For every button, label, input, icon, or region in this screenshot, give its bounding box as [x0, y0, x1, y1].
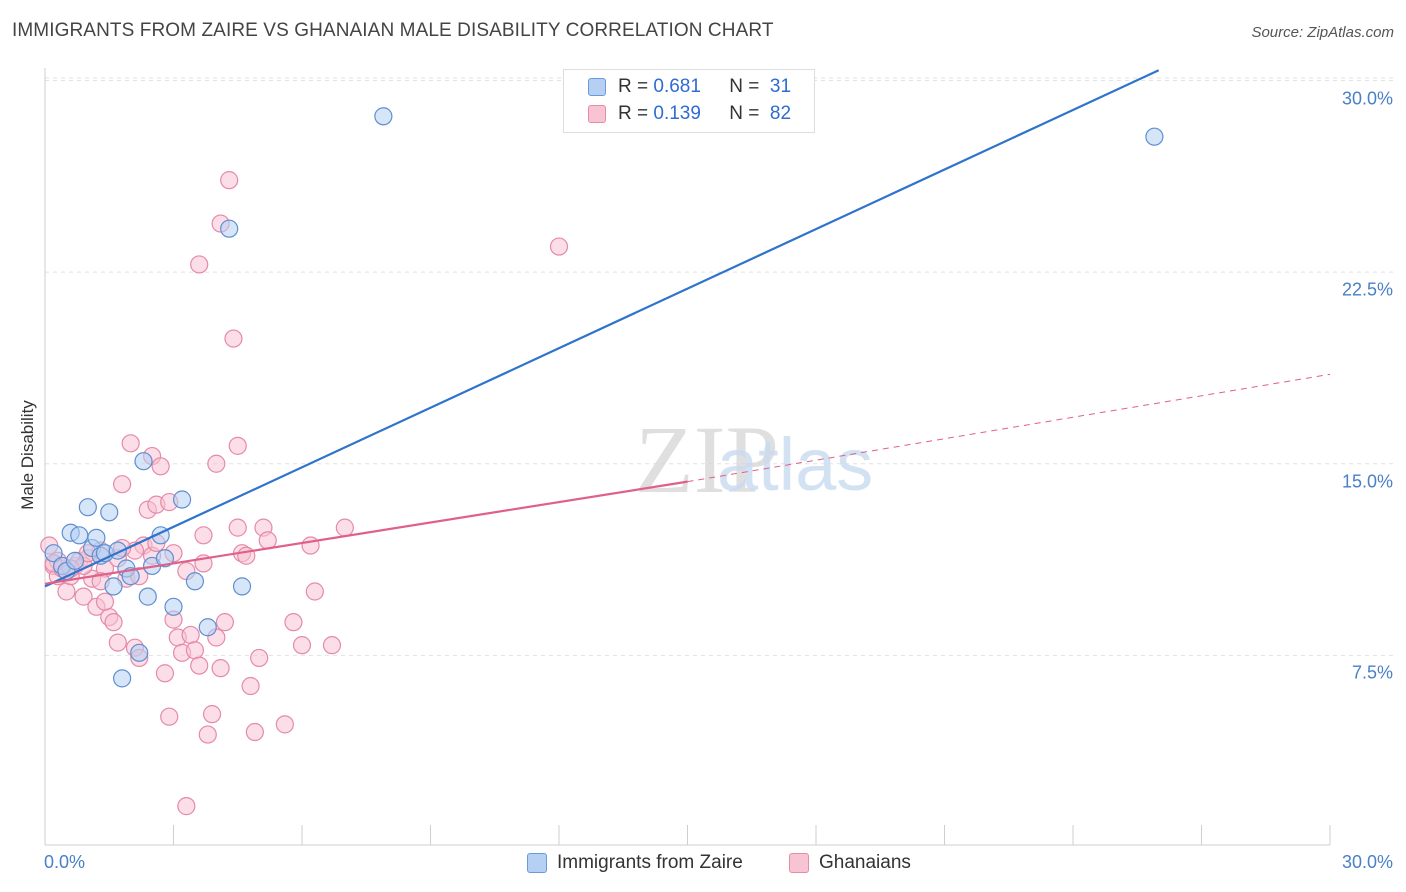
legend-swatch-ghana [588, 105, 606, 123]
ghana-points [40, 171, 569, 816]
ghana-point [181, 625, 200, 645]
ghana-point [305, 582, 324, 601]
zaire-point [65, 551, 85, 570]
ghana-point [57, 582, 76, 601]
ghana-point [215, 613, 234, 632]
ghana-point [185, 641, 205, 660]
ghana-point [549, 237, 569, 256]
watermark-atlas: atlas [717, 423, 873, 506]
legend-label-ghana: Ghanaians [819, 852, 911, 873]
zaire-point [138, 587, 157, 606]
ghana-point [241, 676, 260, 696]
n-label: N = [729, 103, 760, 124]
zaire-point [1145, 127, 1164, 146]
legend-item-zaire: Immigrants from Zaire [527, 852, 743, 874]
n-value: 82 [769, 103, 792, 124]
y-tick-label: 7.5% [1351, 662, 1393, 683]
zaire-point [78, 498, 97, 517]
ghana-point [95, 592, 115, 611]
ghana-point [151, 457, 170, 476]
ghana-trend-extension [687, 373, 1331, 483]
ghana-trend-line [44, 480, 688, 585]
zaire-trend-line [44, 69, 1160, 588]
ghana-point [211, 659, 230, 678]
legend-label-zaire: Immigrants from Zaire [557, 852, 743, 873]
y-tick-label: 30.0% [1341, 88, 1393, 108]
ghana-point [121, 434, 140, 453]
n-value: 31 [769, 76, 792, 97]
ghana-point [190, 255, 209, 274]
ghana-point [108, 633, 127, 652]
zaire-point [232, 577, 252, 596]
legend-row-ghana: R = 0.139 N = 82 [588, 101, 791, 127]
zaire-point [104, 577, 123, 596]
ghana-point [228, 436, 247, 455]
zaire-point [172, 490, 192, 509]
ghana-point [335, 518, 354, 537]
ghana-point [207, 454, 226, 473]
ghana-point [160, 707, 179, 726]
x-tick-min: 0.0% [44, 852, 86, 872]
y-tick-label: 22.5% [1341, 279, 1393, 300]
legend-item-ghana: Ghanaians [789, 852, 911, 874]
watermark-zip: ZIP [635, 406, 779, 513]
zaire-point [112, 669, 132, 688]
zaire-point [164, 597, 183, 616]
trend-lines [44, 69, 1331, 588]
ghana-point [250, 648, 269, 668]
ghana-point [104, 613, 123, 632]
ghana-point [245, 722, 264, 742]
zaire-point [130, 643, 149, 662]
series-legend: Immigrants from Zaire Ghanaians [0, 852, 1406, 878]
ghana-point [194, 526, 213, 545]
y-tick-label: 15.0% [1341, 471, 1393, 492]
ghana-point [202, 705, 222, 724]
ghana-point [224, 329, 243, 348]
zaire-point [87, 528, 106, 547]
n-label: N = [729, 76, 760, 97]
zaire-point [100, 503, 119, 522]
zaire-point [185, 572, 205, 591]
zaire-point [220, 219, 239, 238]
ghana-point [112, 475, 132, 494]
r-label: R = [618, 76, 649, 97]
axes [44, 68, 1331, 846]
zaire-point [70, 526, 89, 545]
zaire-point [374, 107, 393, 126]
chart-title: IMMIGRANTS FROM ZAIRE VS GHANAIAN MALE D… [12, 20, 774, 41]
legend-swatch-ghana [789, 853, 809, 873]
ghana-point [292, 636, 312, 655]
grid-lines [45, 77, 1395, 656]
zaire-points [44, 107, 1164, 688]
ghana-point [322, 636, 342, 655]
source-label: Source: ZipAtlas.com [1251, 24, 1394, 41]
ghana-point [177, 797, 196, 816]
ghana-point [190, 656, 209, 675]
zaire-point [155, 549, 175, 568]
r-label: R = [618, 103, 649, 124]
ghana-point [198, 725, 217, 744]
zaire-point [198, 618, 217, 637]
stats-legend: R = 0.681 N = 31 R = 0.139 N = 82 [563, 69, 815, 133]
r-value: 0.681 [653, 76, 701, 97]
legend-row-zaire: R = 0.681 N = 31 [588, 74, 791, 100]
legend-swatch-zaire [588, 78, 606, 96]
zaire-point [134, 452, 153, 471]
ghana-point [228, 518, 247, 537]
legend-swatch-zaire [527, 853, 547, 873]
zaire-point [44, 544, 63, 563]
ghana-point [74, 587, 93, 606]
r-value: 0.139 [653, 103, 701, 124]
ghana-point [275, 715, 294, 734]
ghana-point [155, 664, 175, 683]
ghana-point [220, 171, 239, 190]
ghana-point [284, 613, 303, 632]
x-tick-max: 30.0% [1341, 852, 1393, 872]
